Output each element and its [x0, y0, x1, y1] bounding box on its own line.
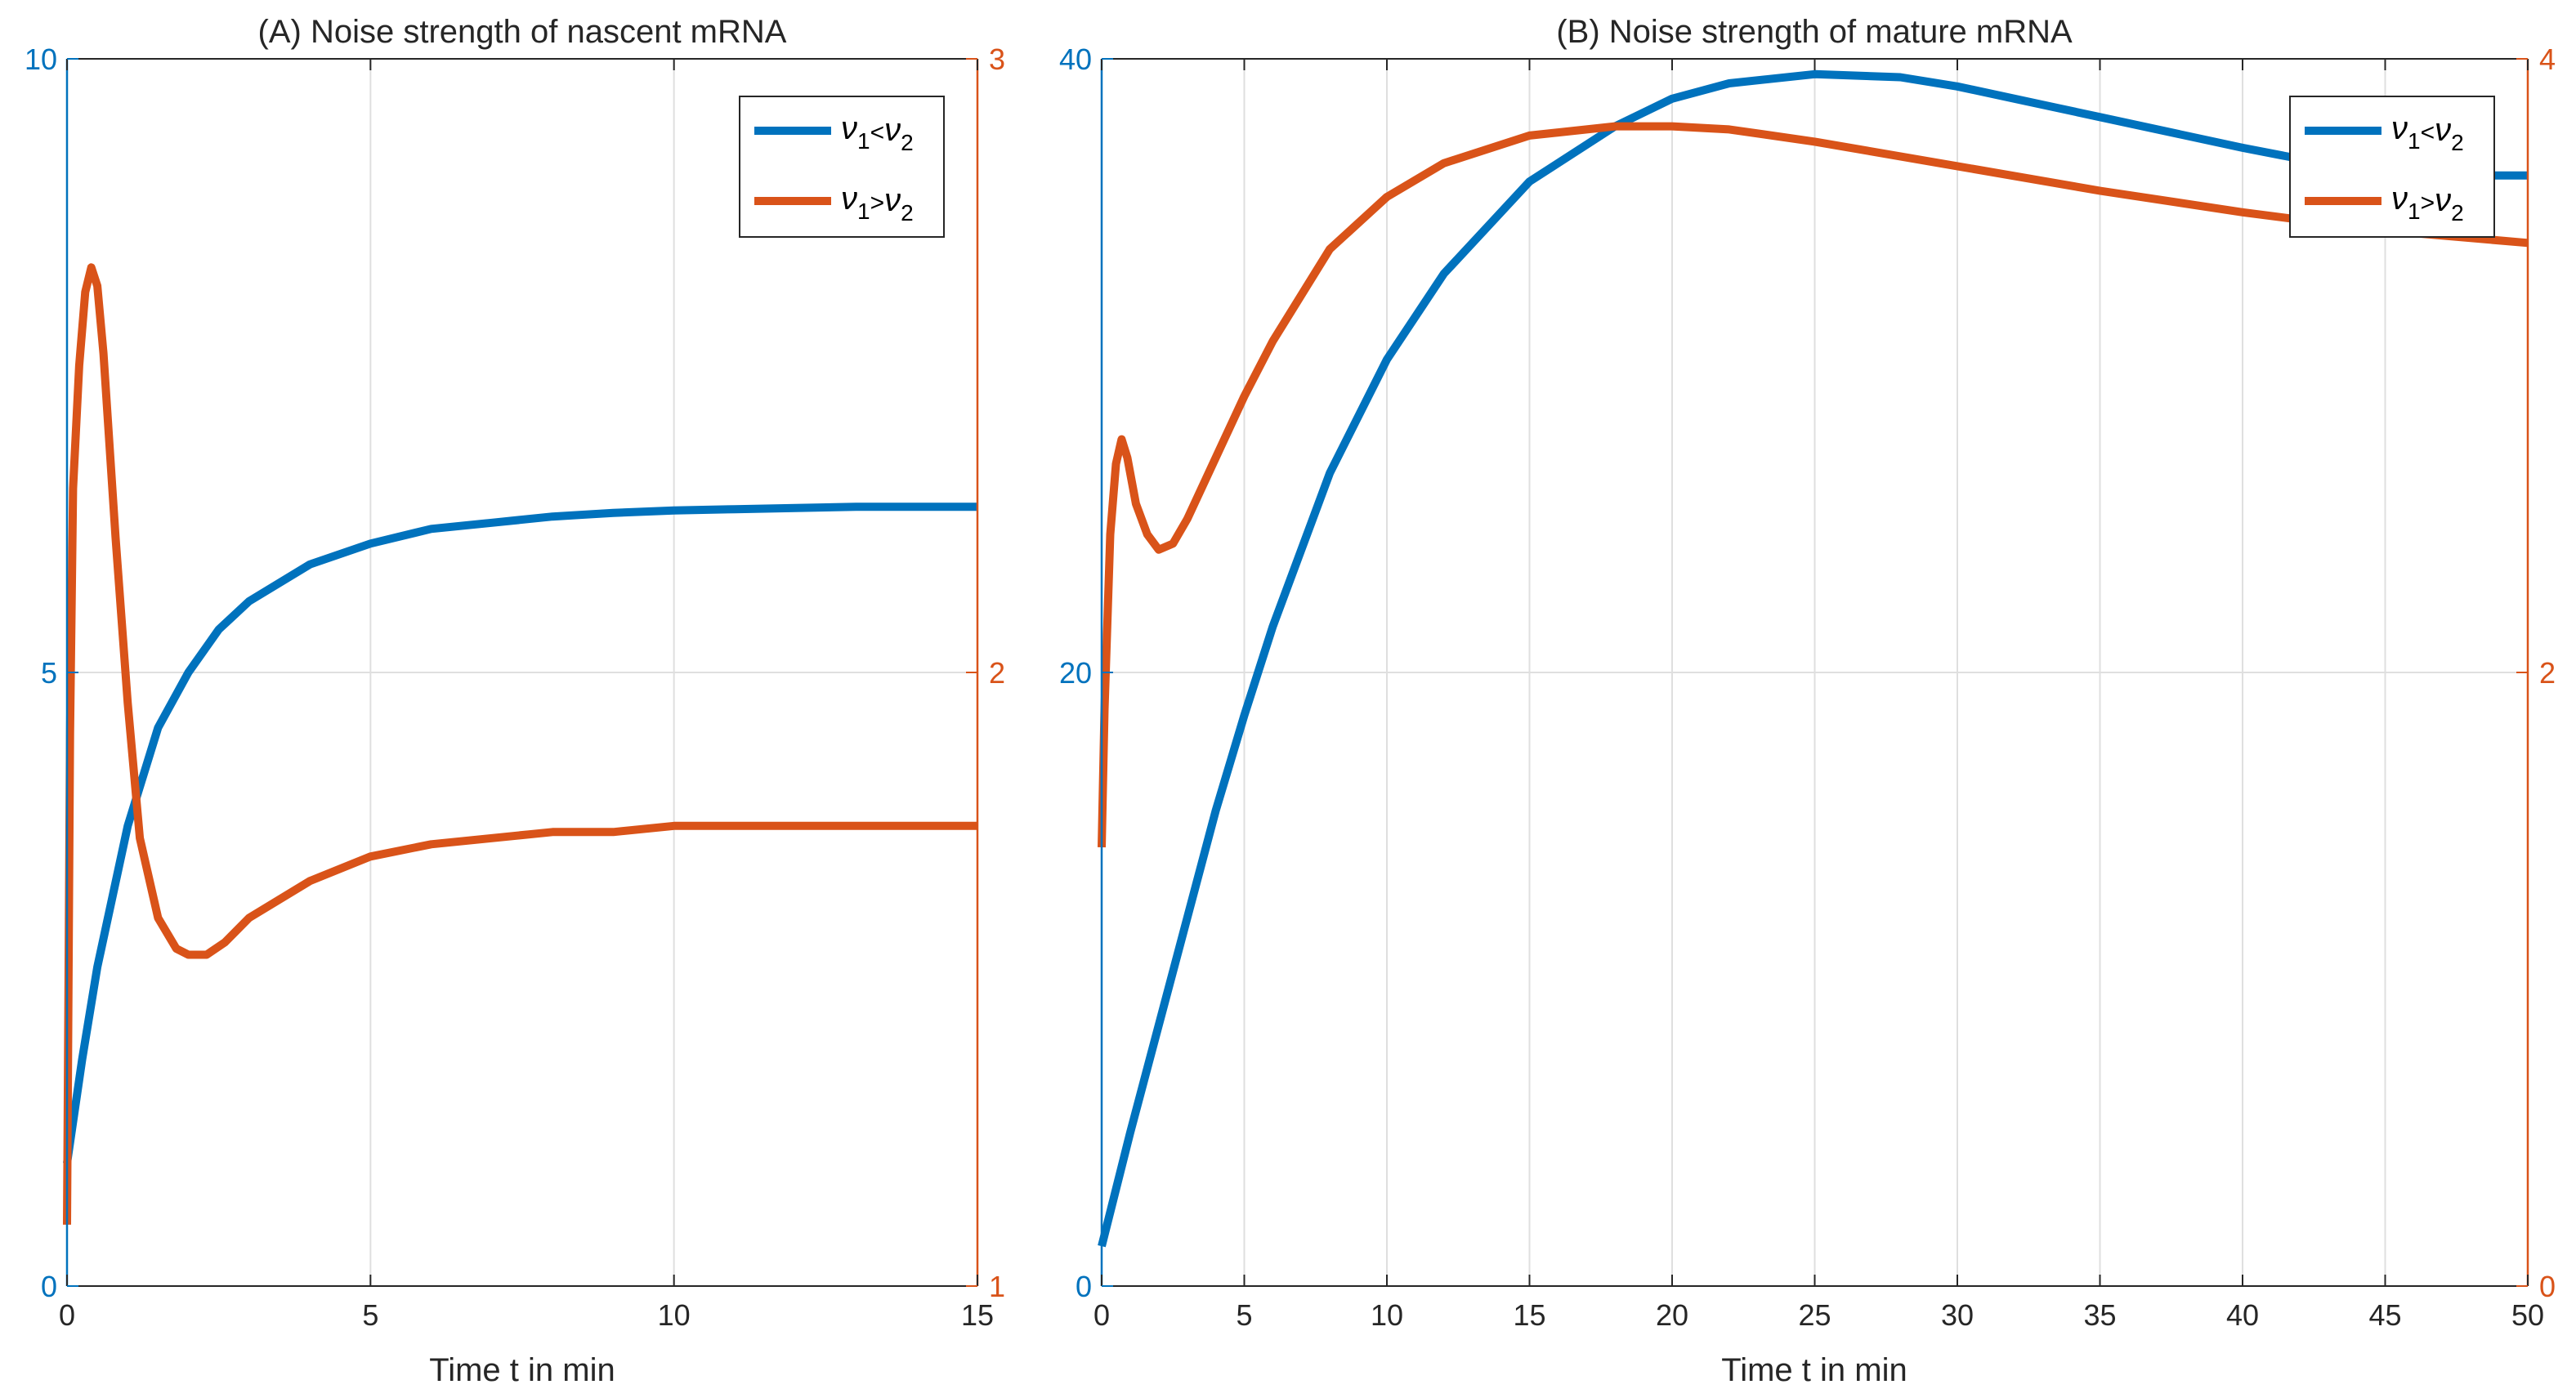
grid-b — [1102, 59, 2528, 1286]
legend-subscript: 2 — [2451, 200, 2464, 226]
x-tick-label: 15 — [1513, 1298, 1545, 1332]
legend-label: ν1<ν2 — [841, 110, 914, 155]
panel-b-xlabel: Time t in min — [1721, 1352, 1907, 1388]
y-tick-label-left: 40 — [1059, 42, 1092, 76]
y-tick-label-right: 4 — [2539, 42, 2556, 76]
legend-subscript: 1 — [2408, 199, 2421, 224]
legend-subscript: 1 — [857, 199, 870, 224]
x-tick-label: 25 — [1798, 1298, 1831, 1332]
legend-nu: ν — [884, 182, 901, 218]
x-tick-label: 0 — [1093, 1298, 1110, 1332]
legend-box — [739, 96, 945, 238]
panel-a: 0 5 10 15 0 5 10 1 2 3 (A) Noise strength of nasc… — [25, 14, 1005, 1388]
legend-operator: > — [2421, 190, 2435, 217]
x-tick-label: 0 — [59, 1298, 75, 1332]
x-tick-label: 30 — [1941, 1298, 1974, 1332]
legend-box — [2289, 96, 2495, 238]
y-tick-label-right: 0 — [2539, 1270, 2556, 1303]
legend-subscript: 2 — [2451, 130, 2464, 155]
legend-label: ν1>ν2 — [841, 181, 914, 226]
x-tick-label: 20 — [1656, 1298, 1688, 1332]
x-tick-label: 10 — [1371, 1298, 1403, 1332]
x-tick-label: 40 — [2226, 1298, 2259, 1332]
legend-nu: ν — [2435, 112, 2451, 148]
panel-b-title: (B) Noise strength of mature mRNA — [1556, 14, 2073, 50]
y-tick-label-right: 2 — [2539, 656, 2556, 690]
legend-subscript: 2 — [901, 200, 914, 226]
y-tick-label-left: 0 — [41, 1270, 57, 1303]
x-tick-label: 35 — [2083, 1298, 2116, 1332]
y-tick-label-right: 3 — [989, 42, 1005, 76]
y-tick-label-right: 2 — [989, 656, 1005, 690]
lines-a — [63, 263, 977, 1225]
legend-nu: ν — [841, 181, 857, 217]
x-tick-label: 10 — [658, 1298, 691, 1332]
y-tick-label-left: 10 — [25, 42, 57, 76]
legend-subscript: 2 — [901, 130, 914, 155]
x-tick-label: 45 — [2368, 1298, 2401, 1332]
y-tick-label-left: 20 — [1059, 656, 1092, 690]
series-line-2 — [63, 263, 977, 1225]
legend-operator: < — [870, 119, 885, 146]
legend-nu: ν — [2391, 181, 2408, 217]
legend-nu: ν — [2391, 110, 2408, 146]
legend-label: ν1>ν2 — [2391, 181, 2464, 226]
legend-subscript: 1 — [2408, 128, 2421, 154]
legend-operator: < — [2421, 119, 2435, 146]
panel-a-title: (A) Noise strength of nascent mRNA — [258, 14, 787, 50]
x-tick-label: 15 — [961, 1298, 994, 1332]
legend-subscript: 1 — [857, 128, 870, 154]
legend-label: ν1<ν2 — [2391, 110, 2464, 155]
series-line-2 — [1098, 122, 2529, 848]
lines-b — [1098, 69, 2529, 1248]
legend-nu: ν — [884, 112, 901, 148]
series-line-1 — [1098, 69, 2528, 1248]
panel-a-xlabel: Time t in min — [429, 1352, 615, 1388]
x-tick-label: 5 — [362, 1298, 378, 1332]
grid-a — [67, 59, 977, 1286]
legend-nu: ν — [841, 110, 857, 146]
y-tick-label-left: 0 — [1076, 1270, 1092, 1303]
y-tick-label-left: 5 — [41, 656, 57, 690]
legend-operator: > — [870, 190, 885, 217]
legend-nu: ν — [2435, 182, 2451, 218]
x-tick-label: 50 — [2511, 1298, 2544, 1332]
axes-a: 0 5 10 15 0 5 10 1 2 3 — [25, 42, 1005, 1332]
x-tick-label: 5 — [1236, 1298, 1252, 1332]
y-tick-label-right: 1 — [989, 1270, 1005, 1303]
series-line-1 — [63, 502, 977, 1164]
